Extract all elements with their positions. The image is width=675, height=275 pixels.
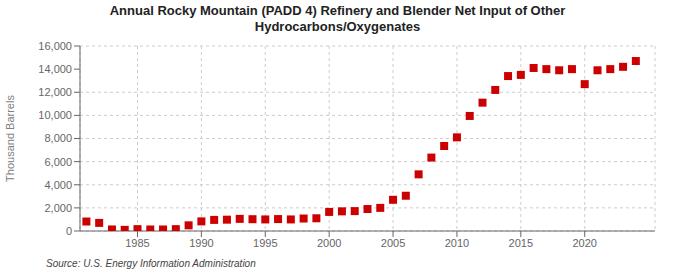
svg-text:16,000: 16,000 bbox=[38, 40, 72, 52]
svg-text:1995: 1995 bbox=[253, 237, 277, 249]
svg-text:2005: 2005 bbox=[381, 237, 405, 249]
svg-text:1985: 1985 bbox=[125, 237, 149, 249]
svg-text:4,000: 4,000 bbox=[44, 179, 72, 191]
svg-text:12,000: 12,000 bbox=[38, 86, 72, 98]
html-text:Annual Rocky Mountain (PADD 4): Annual Rocky Mountain (PADD 4) Refinery … bbox=[109, 3, 566, 18]
svg-text:2020: 2020 bbox=[572, 237, 596, 249]
svg-text:6,000: 6,000 bbox=[44, 156, 72, 168]
svg-text:2000: 2000 bbox=[317, 237, 341, 249]
html-text:Source: U.S. Energy Informatio: Source: U.S. Energy Information Administ… bbox=[46, 258, 256, 269]
svg-text:2,000: 2,000 bbox=[44, 202, 72, 214]
svg-text:Thousand Barrels: Thousand Barrels bbox=[8, 95, 16, 182]
svg-text:10,000: 10,000 bbox=[38, 109, 72, 121]
svg-text:1990: 1990 bbox=[189, 237, 213, 249]
svg-text:8,000: 8,000 bbox=[44, 132, 72, 144]
svg-text:0: 0 bbox=[66, 225, 72, 237]
svg-text:14,000: 14,000 bbox=[38, 63, 72, 75]
svg-text:2015: 2015 bbox=[509, 237, 533, 249]
svg-text:2010: 2010 bbox=[445, 237, 469, 249]
html-text:Hydrocarbons/Oxygenates: Hydrocarbons/Oxygenates bbox=[254, 19, 421, 34]
